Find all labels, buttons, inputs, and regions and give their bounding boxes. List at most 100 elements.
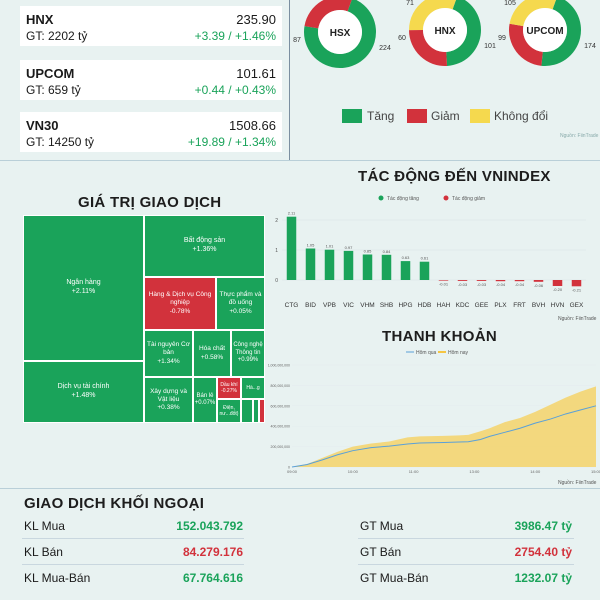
- impact-bar-chart: Tác động tăng Tác động giảm 0 1 2 2.11 CTG 1.…: [275, 195, 597, 322]
- cell-change: +1.34%: [157, 357, 180, 365]
- treemap-cell: Thực phẩm và đồ uống +0.05%: [216, 277, 265, 330]
- gt-buy-value: 3986.47 tỷ: [514, 519, 572, 533]
- source-note: Nguồn: FiinTrade: [558, 316, 597, 322]
- bar-value-label: 0.85: [364, 249, 373, 254]
- cell-name: Công nghệ Thông tin: [233, 342, 263, 356]
- index-name: VN30: [26, 118, 59, 133]
- x-category-label: HVN: [551, 302, 565, 309]
- bar-value-label: 2.11: [288, 211, 296, 216]
- gt-net-value: 1232.07 tỷ: [514, 571, 572, 585]
- y-tick-label: 1,000,000,000: [268, 364, 290, 368]
- legend-down-swatch: [407, 109, 427, 123]
- impact-bar: [476, 280, 487, 281]
- cell-change: -0.27%: [221, 388, 237, 394]
- treemap-cell: Điện, nư...đốt): [217, 399, 241, 423]
- cell-name: Ngân hàng: [66, 279, 101, 287]
- cell-name: Hóa chất: [198, 345, 226, 353]
- row-divider: [22, 538, 244, 539]
- yesterday-line: [291, 405, 597, 468]
- gt-net-label: GT Mua-Bán: [360, 571, 429, 585]
- cell-change: +0.99%: [237, 357, 259, 364]
- impact-bar: [571, 280, 582, 287]
- donut-segment: [541, 0, 581, 66]
- donut-count-label: 71: [406, 0, 414, 7]
- cell-name: Dịch vụ tài chính: [57, 383, 110, 391]
- kl-net-label: KL Mua-Bán: [24, 571, 91, 585]
- impact-chart-title: TÁC ĐỘNG ĐẾN VNINDEX: [358, 168, 551, 185]
- row-divider: [358, 564, 574, 565]
- index-value: 101.61: [236, 66, 276, 81]
- index-name: HNX: [26, 12, 54, 27]
- y-tick-label: 0: [275, 278, 278, 284]
- foreign-title: GIAO DỊCH KHỐI NGOẠI: [24, 495, 205, 512]
- legend-up-text: Tác động tăng: [387, 196, 419, 202]
- x-category-label: CTG: [285, 302, 299, 309]
- impact-bar: [514, 280, 525, 282]
- bar-value-label: -0.04: [496, 282, 506, 287]
- cell-name: Hà...g: [246, 384, 260, 391]
- row-divider: [358, 538, 574, 539]
- y-tick-label: 2: [275, 218, 278, 224]
- index-value: 1508.66: [229, 118, 276, 133]
- donut-hole: [318, 10, 362, 54]
- liquidity-area-chart: Hôm qua Hôm nay 0 200,000,000 400,000,000 6…: [268, 350, 600, 486]
- legend-flat-swatch: [470, 109, 490, 123]
- impact-bar: [438, 280, 449, 281]
- gt-buy-label: GT Mua: [360, 519, 404, 533]
- cell-name: Bất động sản: [183, 237, 226, 245]
- index-card-upcom: UPCOM GT: 659 tỷ 101.61 +0.44 / +0.43%: [20, 60, 282, 100]
- treemap-cell: [241, 399, 253, 423]
- donut-segment: [509, 0, 556, 27]
- cell-change: +0.05%: [229, 307, 252, 315]
- x-tick-label: 15:00: [591, 469, 600, 474]
- bar-value-label: 0.97: [345, 245, 354, 250]
- row-divider: [22, 564, 244, 565]
- index-value-traded: GT: 659 tỷ: [26, 83, 81, 97]
- bar-value-label: -0.21: [572, 287, 582, 292]
- donut-hole: [523, 8, 567, 52]
- cell-name: Điện, nư...đốt): [219, 404, 239, 417]
- impact-bar: [457, 280, 468, 281]
- bar-value-label: 0.61: [421, 256, 430, 261]
- treemap-cell: Hà...g: [241, 377, 265, 399]
- kl-buy-label: KL Mua: [24, 519, 65, 533]
- x-category-label: KDC: [456, 302, 470, 309]
- y-tick-label: 0: [288, 466, 290, 470]
- cell-change: +0.58%: [200, 353, 224, 361]
- y-tick-label: 200,000,000: [271, 445, 291, 449]
- cell-change: +0.38%: [157, 404, 180, 412]
- donut-count-label: 101: [484, 43, 496, 50]
- cell-name: Tài nguyên Cơ bản: [147, 341, 190, 357]
- index-change: +0.44 / +0.43%: [194, 83, 276, 97]
- cell-change: +1.36%: [192, 246, 217, 253]
- donut-count-label: 60: [398, 35, 406, 42]
- index-change: +19.89 / +1.34%: [187, 135, 276, 149]
- x-tick-label: 13:00: [469, 469, 480, 474]
- x-category-label: BVH: [532, 302, 546, 309]
- cell-change: +0.07%: [194, 400, 216, 406]
- y-tick-label: 1: [275, 248, 278, 254]
- index-change: +3.39 / +1.46%: [194, 29, 276, 43]
- donut-segment: [446, 0, 481, 66]
- index-card-hnx: HNX GT: 2202 tỷ 235.90 +3.39 / +1.46%: [20, 6, 282, 46]
- impact-bar: [305, 248, 316, 280]
- treemap-cell: Ngân hàng +2.11%: [23, 215, 144, 361]
- donut-hole: [423, 8, 467, 52]
- donut-segment: [408, 0, 456, 31]
- cell-change: +1.48%: [71, 392, 96, 399]
- cell-name: Hàng & Dịch vụ Công nghiệp: [148, 291, 212, 307]
- impact-bar: [343, 250, 354, 280]
- impact-bar: [381, 254, 392, 280]
- kl-buy-value: 152.043.792: [176, 519, 243, 533]
- treemap-cell: [259, 399, 265, 423]
- x-category-label: GEX: [570, 302, 584, 309]
- liquidity-chart-title: THANH KHOẢN: [382, 328, 497, 345]
- impact-bar: [286, 216, 297, 280]
- donut-count-label: 87: [293, 37, 301, 44]
- source-note: Nguồn: FiinTrade: [560, 133, 599, 139]
- x-category-label: SHB: [380, 302, 393, 309]
- donut-segment: [409, 30, 448, 66]
- impact-bar: [400, 261, 411, 280]
- impact-bar: [533, 280, 544, 282]
- donut-center-label: UPCOM: [526, 26, 563, 37]
